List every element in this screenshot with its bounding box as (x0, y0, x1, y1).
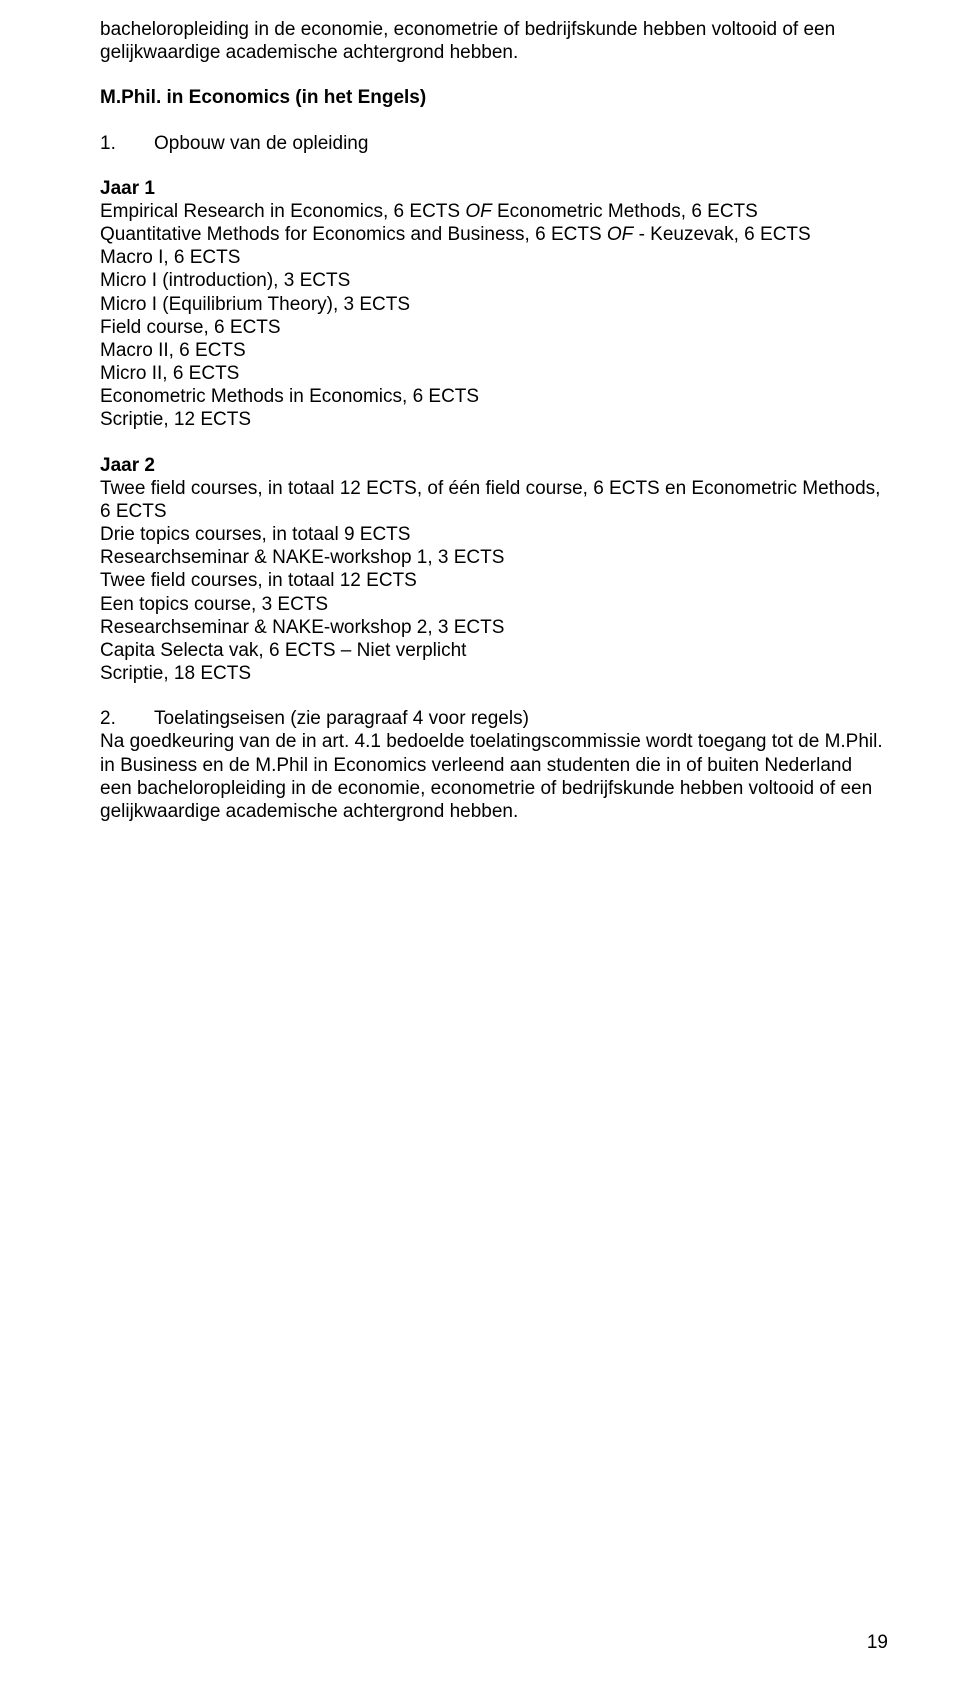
jaar1-line1: Empirical Research in Economics, 6 ECTS … (100, 200, 888, 223)
toelating-section: 2. Toelatingseisen (zie paragraaf 4 voor… (100, 707, 888, 823)
jaar2-block: Jaar 2 Twee field courses, in totaal 12 … (100, 454, 888, 686)
opbouw-label: Opbouw van de opleiding (154, 132, 368, 155)
toelating-number: 2. (100, 707, 154, 730)
jaar1-line5: Micro I (Equilibrium Theory), 3 ECTS (100, 293, 888, 316)
jaar1-line10: Scriptie, 12 ECTS (100, 408, 888, 431)
intro-line2: gelijkwaardige academische achtergrond h… (100, 42, 518, 63)
jaar2-line8: Scriptie, 18 ECTS (100, 662, 888, 685)
jaar1-block: Jaar 1 Empirical Research in Economics, … (100, 177, 888, 432)
jaar1-line7: Macro II, 6 ECTS (100, 339, 888, 362)
jaar1-line4: Micro I (introduction), 3 ECTS (100, 269, 888, 292)
jaar1-line6: Field course, 6 ECTS (100, 316, 888, 339)
intro-line1: bacheloropleiding in de economie, econom… (100, 19, 835, 40)
jaar1-l2c: - Keuzevak, 6 ECTS (633, 224, 810, 245)
opbouw-section: 1. Opbouw van de opleiding (100, 132, 888, 155)
opbouw-heading: 1. Opbouw van de opleiding (100, 132, 888, 155)
toelating-body: Na goedkeuring van de in art. 4.1 bedoel… (100, 730, 888, 823)
jaar1-l1b: OF (465, 201, 491, 222)
jaar1-l1a: Empirical Research in Economics, 6 ECTS (100, 201, 465, 222)
jaar2-line1: Twee field courses, in totaal 12 ECTS, o… (100, 477, 888, 523)
toelating-heading: 2. Toelatingseisen (zie paragraaf 4 voor… (100, 707, 888, 730)
intro-paragraph: bacheloropleiding in de economie, econom… (100, 18, 888, 64)
jaar2-title: Jaar 2 (100, 454, 888, 477)
jaar1-line2: Quantitative Methods for Economics and B… (100, 223, 888, 246)
jaar2-line6: Researchseminar & NAKE-workshop 2, 3 ECT… (100, 616, 888, 639)
jaar2-line5: Een topics course, 3 ECTS (100, 593, 888, 616)
jaar2-line3: Researchseminar & NAKE-workshop 1, 3 ECT… (100, 546, 888, 569)
jaar1-l2b: OF (607, 224, 633, 245)
jaar2-line7: Capita Selecta vak, 6 ECTS – Niet verpli… (100, 639, 888, 662)
mphil-heading: M.Phil. in Economics (in het Engels) (100, 86, 888, 109)
jaar2-line4: Twee field courses, in totaal 12 ECTS (100, 569, 888, 592)
jaar1-line9: Econometric Methods in Economics, 6 ECTS (100, 385, 888, 408)
jaar1-title: Jaar 1 (100, 177, 888, 200)
jaar1-line3: Macro I, 6 ECTS (100, 246, 888, 269)
jaar2-line2: Drie topics courses, in totaal 9 ECTS (100, 523, 888, 546)
page-number: 19 (867, 1631, 888, 1654)
opbouw-number: 1. (100, 132, 154, 155)
toelating-label: Toelatingseisen (zie paragraaf 4 voor re… (154, 707, 529, 730)
jaar1-line8: Micro II, 6 ECTS (100, 362, 888, 385)
jaar1-l1c: Econometric Methods, 6 ECTS (492, 201, 758, 222)
jaar1-l2a: Quantitative Methods for Economics and B… (100, 224, 607, 245)
